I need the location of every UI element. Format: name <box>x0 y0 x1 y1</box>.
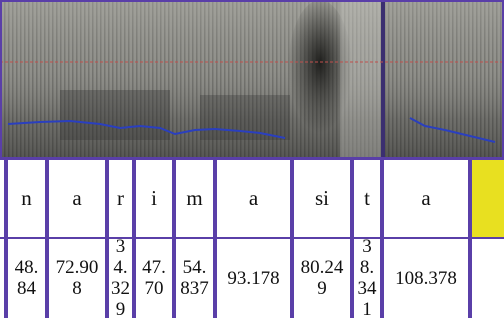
column-divider <box>468 158 472 318</box>
segment-label: n <box>8 158 45 238</box>
column-divider <box>350 158 354 318</box>
segment-duration: 93.178 <box>217 238 290 318</box>
segment-duration: 108.378 <box>384 238 468 318</box>
column-divider <box>213 158 217 318</box>
divider <box>381 0 385 158</box>
column-divider <box>45 158 49 318</box>
silence-region <box>340 0 384 158</box>
spectrogram <box>0 0 504 158</box>
segment-label: m <box>176 158 213 238</box>
segment-duration: 54.837 <box>176 238 213 318</box>
segment-label: a <box>49 158 105 238</box>
column-divider <box>290 158 294 318</box>
highlight-cell <box>468 158 504 238</box>
segment-duration: 47.70 <box>136 238 172 318</box>
column-divider <box>380 158 384 318</box>
segment-duration: 48.84 <box>8 238 45 318</box>
segment-label: a <box>217 158 290 238</box>
segment-duration: 72.908 <box>49 238 105 318</box>
segment-label: t <box>354 158 380 238</box>
segment-label: r <box>109 158 132 238</box>
column-divider <box>105 158 109 318</box>
column-divider <box>132 158 136 318</box>
formant-band <box>60 90 170 140</box>
segment-duration: 34.329 <box>109 238 132 318</box>
column-divider <box>172 158 176 318</box>
segment-duration: 80.249 <box>294 238 350 318</box>
segment-label: si <box>294 158 350 238</box>
segment-duration: 38.341 <box>354 238 380 318</box>
segment-label: a <box>384 158 468 238</box>
figure: narimasita48.8472.90834.32947.7054.83793… <box>0 0 504 318</box>
segment-label: i <box>136 158 172 238</box>
formant-band <box>200 95 290 140</box>
column-divider <box>4 158 8 318</box>
